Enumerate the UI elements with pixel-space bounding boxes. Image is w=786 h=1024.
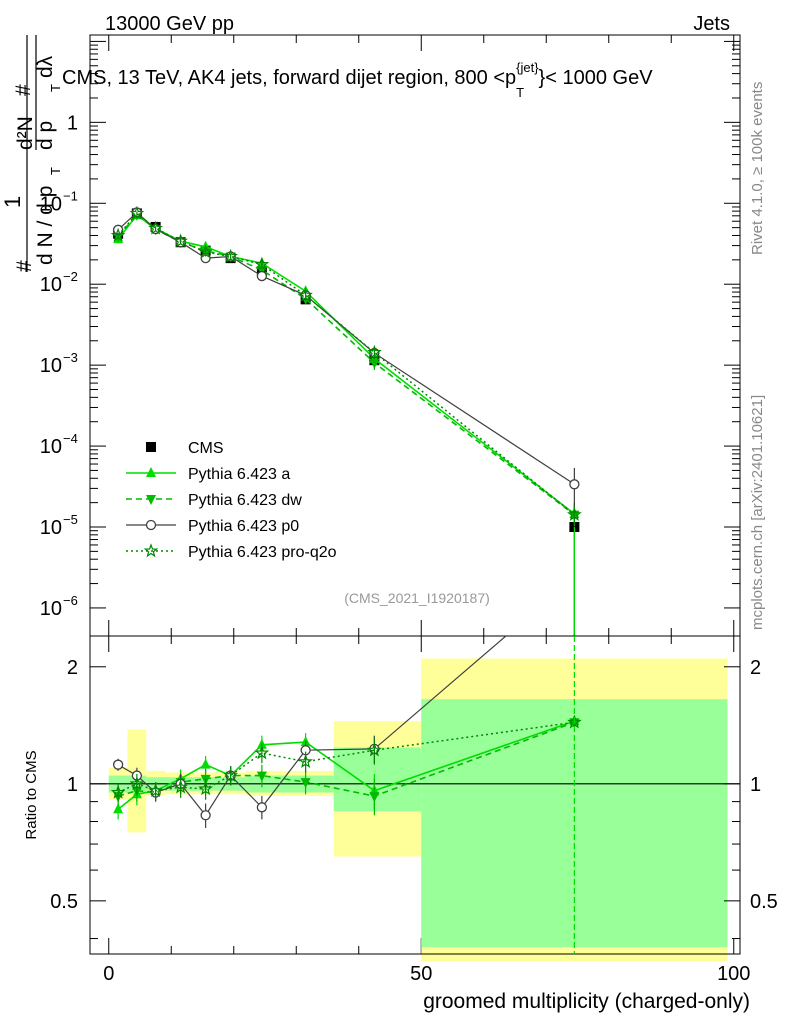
data-point-dw xyxy=(369,358,380,369)
ratio-point-dw xyxy=(369,792,380,803)
y-tick-label: 10 xyxy=(40,193,62,215)
data-point-pro xyxy=(148,220,163,235)
ylabel-hash-2: # xyxy=(12,84,35,96)
data-point-pro xyxy=(298,287,313,302)
ratio-point-a xyxy=(200,758,211,769)
ratio-y-tick-label-right: 2 xyxy=(750,657,761,679)
data-point-pro xyxy=(129,205,145,220)
legend-label-p0: Pythia 6.423 p0 xyxy=(188,518,299,535)
series-line-pro xyxy=(117,212,575,516)
ylabel-dN-dpT: d N / d p xyxy=(34,186,57,265)
mcplots-label: mcplots.cern.ch [arXiv:2401.10621] xyxy=(749,395,766,630)
data-point-pro xyxy=(367,344,382,359)
x-axis-ticks: 0 50 100 xyxy=(103,963,750,985)
y-tick-label: 10 xyxy=(40,355,62,377)
legend-label-pro: Pythia 6.423 pro-q2o xyxy=(188,544,337,561)
ratio-point-pro xyxy=(223,767,238,782)
series-line-p0 xyxy=(117,211,575,485)
x-tick-label: 100 xyxy=(717,963,750,985)
ratio-line-a xyxy=(117,720,575,810)
y-tick-label: 1 xyxy=(67,112,78,134)
ratio-y-tick-label-right: 1 xyxy=(750,774,761,796)
x-axis-label: groomed multiplicity (charged-only) xyxy=(423,990,750,1013)
y-tick-exponent: −6 xyxy=(63,593,78,608)
y-tick-label: 10 xyxy=(40,598,62,620)
y-tick-exponent: −2 xyxy=(63,269,78,284)
ratio-y-tick-label-left: 2 xyxy=(67,657,78,679)
legend-marker-dw xyxy=(146,495,156,505)
rivet-version-label: Rivet 4.1.0, ≥ 100k events xyxy=(749,82,766,255)
legend-marker-p0 xyxy=(145,519,157,531)
ratio-point-p0 xyxy=(256,802,268,813)
legend-marker-a xyxy=(146,467,156,477)
main-ylabel: # 1 d N / d p T d²N # d p T dλ xyxy=(0,35,63,272)
legend-marker-pro xyxy=(143,543,159,558)
header-energy: 13000 GeV pp xyxy=(105,13,234,35)
x-tick-label: 50 xyxy=(410,963,432,985)
ratio-point-pro xyxy=(567,714,582,729)
legend-label-dw: Pythia 6.423 dw xyxy=(188,492,302,509)
ylabel-dlambda: dλ xyxy=(34,55,57,78)
ratio-series-group xyxy=(110,636,582,954)
ratio-point-pro xyxy=(173,779,188,794)
y-tick-label: 10 xyxy=(40,274,62,296)
y-tick-exponent: −3 xyxy=(63,350,78,365)
data-point-pro xyxy=(223,248,238,263)
ratio-y-tick-label-right: 0.5 xyxy=(750,891,778,913)
y-tick-exponent: −4 xyxy=(63,431,78,446)
data-point-p0 xyxy=(256,270,268,282)
ylabel-hash-1: # xyxy=(13,260,36,272)
ratio-point-p0 xyxy=(200,810,211,821)
data-point-pro xyxy=(173,233,188,248)
ratio-plot-frame xyxy=(89,635,741,955)
ratio-point-pro xyxy=(367,742,382,757)
ratio-line-dw xyxy=(117,721,575,797)
legend-label-a: Pythia 6.423 a xyxy=(188,466,290,483)
data-point-pro xyxy=(254,256,270,271)
analysis-id: (CMS_2021_I1920187) xyxy=(344,590,490,606)
data-point-pro xyxy=(110,227,126,242)
x-tick-label: 0 xyxy=(103,963,114,985)
ratio-point-pro xyxy=(148,782,163,798)
y-tick-label: 10 xyxy=(40,436,62,458)
ylabel-d2N: d²N xyxy=(14,116,37,150)
ratio-point-pro xyxy=(110,784,126,799)
ratio-y-tick-label-left: 1 xyxy=(67,774,78,796)
y-tick-exponent: −1 xyxy=(63,188,78,203)
ratio-clipped-series xyxy=(110,636,582,954)
legend-marker-cms xyxy=(146,442,156,452)
ratio-point-pro xyxy=(129,776,145,791)
data-point-p0 xyxy=(569,479,580,490)
ratio-line-p0 xyxy=(117,636,507,817)
ratio-axis-ticks: 0.5 0.5 1 1 2 2 xyxy=(50,657,778,940)
ratio-point-pro xyxy=(198,781,213,796)
ratio-point-pro xyxy=(254,745,270,760)
legend-label-cms: CMS xyxy=(188,440,224,457)
legend: CMS Pythia 6.423 a Pythia 6.423 dw Pythia 6… xyxy=(126,440,337,561)
ratio-point-p0 xyxy=(112,759,124,770)
series-line-a xyxy=(117,214,575,515)
y-tick-label: 10 xyxy=(40,517,62,539)
header-process: Jets xyxy=(693,13,730,35)
main-series-group xyxy=(110,205,582,636)
ratio-uncertainty-bands xyxy=(90,658,740,962)
series-line-dw xyxy=(117,213,575,516)
ylabel-T-sub: T xyxy=(48,167,63,175)
ylabel-dpT: d p xyxy=(34,121,57,150)
y-tick-exponent: −5 xyxy=(63,512,78,527)
ratio-point-dw xyxy=(256,771,267,782)
ratio-line-pro xyxy=(117,721,575,794)
ratio-y-tick-label-left: 0.5 xyxy=(50,891,78,913)
data-point-pro xyxy=(567,506,582,521)
ratio-ylabel: Ratio to CMS xyxy=(23,750,40,839)
plot-title: CMS, 13 TeV, AK4 jets, forward dijet reg… xyxy=(62,60,653,100)
ylabel-one: 1 xyxy=(0,196,25,208)
data-point-pro xyxy=(198,244,213,259)
main-axis-ticks: 110−110−210−310−410−510−6 xyxy=(40,35,740,954)
ratio-point-dw xyxy=(300,778,311,789)
ratio-point-a xyxy=(113,803,124,814)
ratio-point-pro xyxy=(298,753,313,769)
ylabel-T-sub-2: T xyxy=(48,84,63,92)
